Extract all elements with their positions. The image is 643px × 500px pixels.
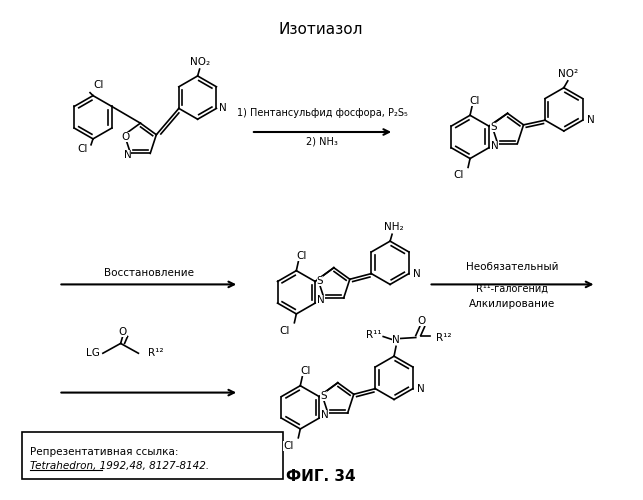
Text: N: N [491,140,498,150]
Text: Изотиазол: Изотиазол [279,22,363,37]
Text: Cl: Cl [470,96,480,106]
Text: Cl: Cl [77,144,87,154]
Text: Репрезентативная ссылка:: Репрезентативная ссылка: [30,446,178,456]
Text: R¹¹-галогенид: R¹¹-галогенид [476,284,548,294]
Text: N: N [317,295,325,305]
Text: S: S [490,122,497,132]
Text: Cl: Cl [284,440,294,450]
Text: O: O [122,132,129,141]
Bar [22,432,284,479]
Text: N: N [321,410,329,420]
Text: N: N [417,384,424,394]
Text: Tetrahedron, 1992,48, 8127-8142.: Tetrahedron, 1992,48, 8127-8142. [30,462,209,471]
Text: Cl: Cl [453,170,464,180]
Text: R¹²: R¹² [435,332,451,342]
Text: NO₂: NO₂ [190,57,210,67]
Text: R¹¹: R¹¹ [367,330,382,340]
Text: O: O [417,316,426,326]
Text: 1) Пентансульфид фосфора, P₂S₅: 1) Пентансульфид фосфора, P₂S₅ [237,108,408,118]
Text: Cl: Cl [296,251,307,261]
Text: N: N [392,336,400,345]
Text: Восстановление: Восстановление [104,268,194,278]
Text: Cl: Cl [279,326,290,336]
Text: O: O [118,326,127,336]
Text: Cl: Cl [300,366,311,376]
Text: NO²: NO² [557,69,578,79]
Text: Необязательный: Необязательный [466,262,559,272]
Text: Cl: Cl [94,80,104,90]
Text: N: N [219,104,227,114]
Text: N: N [123,150,131,160]
Text: R¹²: R¹² [149,348,164,358]
Text: 2) NH₃: 2) NH₃ [306,137,338,147]
Text: N: N [586,115,594,125]
Text: S: S [320,392,327,402]
Text: LG: LG [86,348,100,358]
Text: ФИГ. 34: ФИГ. 34 [286,469,356,484]
Text: NH₂: NH₂ [385,222,404,232]
Text: N: N [413,268,421,278]
Text: S: S [316,276,323,286]
Text: Алкилирование: Алкилирование [469,299,556,309]
